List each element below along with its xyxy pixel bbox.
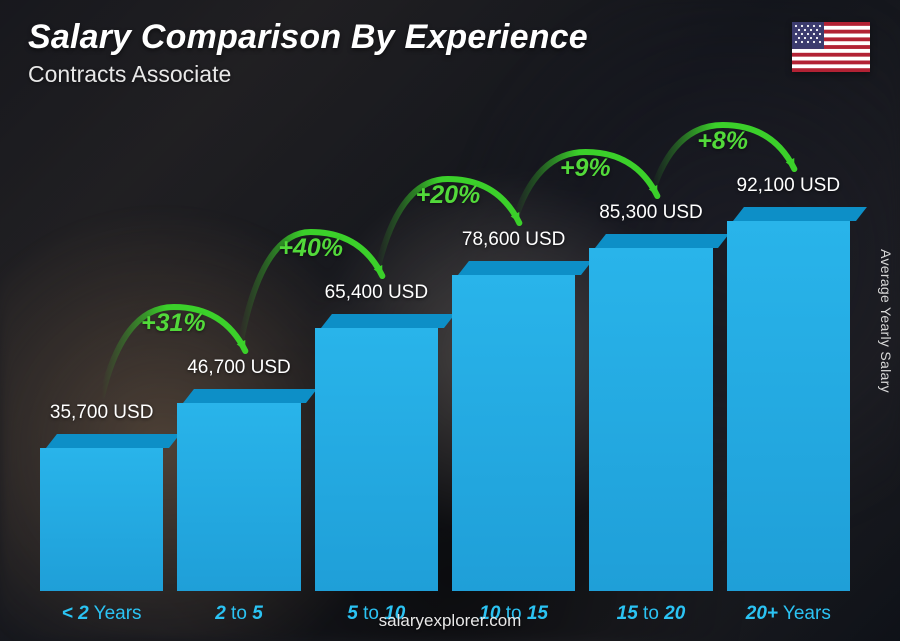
footer-attribution: salaryexplorer.com	[0, 611, 900, 631]
bar	[452, 261, 575, 591]
bar-column: 46,700 USD2 to 5	[177, 357, 300, 591]
value-label: 35,700 USD	[50, 402, 154, 424]
chart-title: Salary Comparison By Experience	[28, 18, 588, 57]
bar-top-face	[733, 207, 867, 221]
bar	[315, 314, 438, 591]
bar-column: 92,100 USD20+ Years	[727, 175, 850, 591]
bar-column: 85,300 USD15 to 20	[589, 202, 712, 591]
value-label: 85,300 USD	[599, 202, 703, 224]
bar-column: 65,400 USD5 to 10	[315, 282, 438, 591]
bar-top-face	[183, 389, 317, 403]
bar-chart: 35,700 USD< 2 Years46,700 USD2 to 565,40…	[40, 71, 850, 591]
bar	[727, 207, 850, 591]
bar-column: 78,600 USD10 to 15	[452, 229, 575, 591]
bar	[177, 389, 300, 591]
y-axis-label: Average Yearly Salary	[878, 249, 894, 393]
bar-top-face	[46, 434, 180, 448]
bar	[589, 234, 712, 591]
header: Salary Comparison By Experience Contract…	[28, 18, 588, 88]
bar-front-face	[315, 328, 438, 591]
bar-top-face	[458, 261, 592, 275]
bar-column: 35,700 USD< 2 Years	[40, 402, 163, 591]
bar-top-face	[595, 234, 729, 248]
us-flag-icon	[792, 22, 870, 72]
bar-front-face	[177, 403, 300, 591]
bar	[40, 434, 163, 591]
value-label: 92,100 USD	[737, 175, 841, 197]
bar-front-face	[452, 275, 575, 591]
bar-front-face	[40, 448, 163, 591]
value-label: 46,700 USD	[187, 357, 291, 379]
value-label: 65,400 USD	[325, 282, 429, 304]
value-label: 78,600 USD	[462, 229, 566, 251]
bar-top-face	[321, 314, 455, 328]
chart-subtitle: Contracts Associate	[28, 61, 588, 88]
chart-stage: Salary Comparison By Experience Contract…	[0, 0, 900, 641]
bar-front-face	[727, 221, 850, 591]
bar-front-face	[589, 248, 712, 591]
